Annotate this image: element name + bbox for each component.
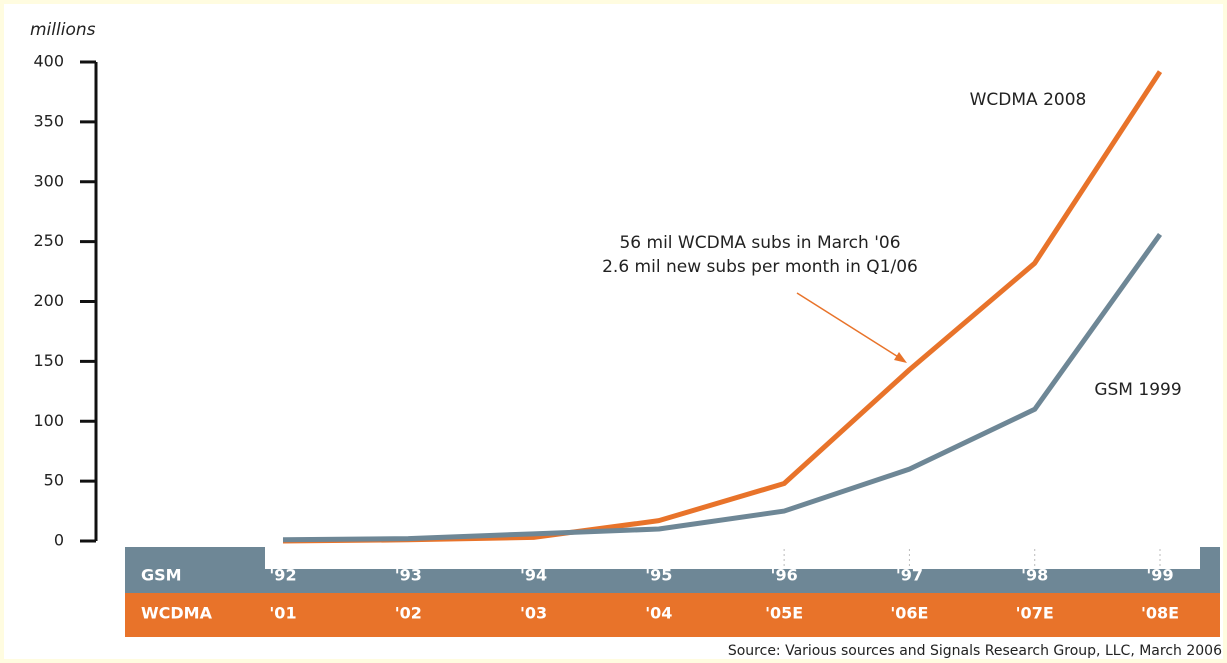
series-label: GSM 1999	[1094, 380, 1181, 400]
x-tick-label: '93	[395, 566, 422, 585]
y-tick-label: 250	[33, 231, 64, 250]
y-tick-label: 350	[33, 111, 64, 130]
series-label: WCDMA 2008	[970, 90, 1087, 110]
x-tick-label: '98	[1021, 566, 1048, 585]
y-tick-label: 0	[54, 531, 64, 550]
x-tick-label: '96	[771, 566, 798, 585]
x-tick-label: '08E	[1141, 604, 1179, 623]
row-label: GSM	[141, 566, 182, 585]
x-tick-label: '99	[1146, 566, 1173, 585]
y-tick-label: 300	[33, 171, 64, 190]
x-tick-label: '03	[520, 604, 547, 623]
x-tick-label: '04	[645, 604, 672, 623]
x-tick-label: '94	[520, 566, 547, 585]
x-tick-label: '06E	[890, 604, 928, 623]
arrow-head	[894, 352, 907, 363]
y-tick-label: 50	[44, 471, 64, 490]
x-tick-label: '97	[896, 566, 923, 585]
x-tick-label: '07E	[1016, 604, 1054, 623]
y-tick-label: 150	[33, 351, 64, 370]
x-tick-label: '01	[269, 604, 296, 623]
series-line	[282, 232, 1163, 543]
x-tick-label: '92	[269, 566, 296, 585]
x-tick-label: '95	[645, 566, 672, 585]
wcdma-band	[125, 593, 1220, 637]
annotation-arrow	[796, 292, 904, 361]
x-tick-label: '02	[395, 604, 422, 623]
source: Source: Various sources and Signals Rese…	[728, 643, 1222, 659]
strip	[265, 547, 1200, 569]
y-axis-label: millions	[30, 20, 96, 40]
row-label: WCDMA	[141, 604, 213, 623]
y-tick-label: 200	[33, 291, 64, 310]
y-tick-label: 100	[33, 411, 64, 430]
annotation: 2.6 mil new subs per month in Q1/06	[602, 257, 918, 277]
annotation: 56 mil WCDMA subs in March '06	[619, 233, 900, 253]
x-tick-label: '05E	[765, 604, 803, 623]
y-tick-label: 400	[33, 52, 64, 71]
